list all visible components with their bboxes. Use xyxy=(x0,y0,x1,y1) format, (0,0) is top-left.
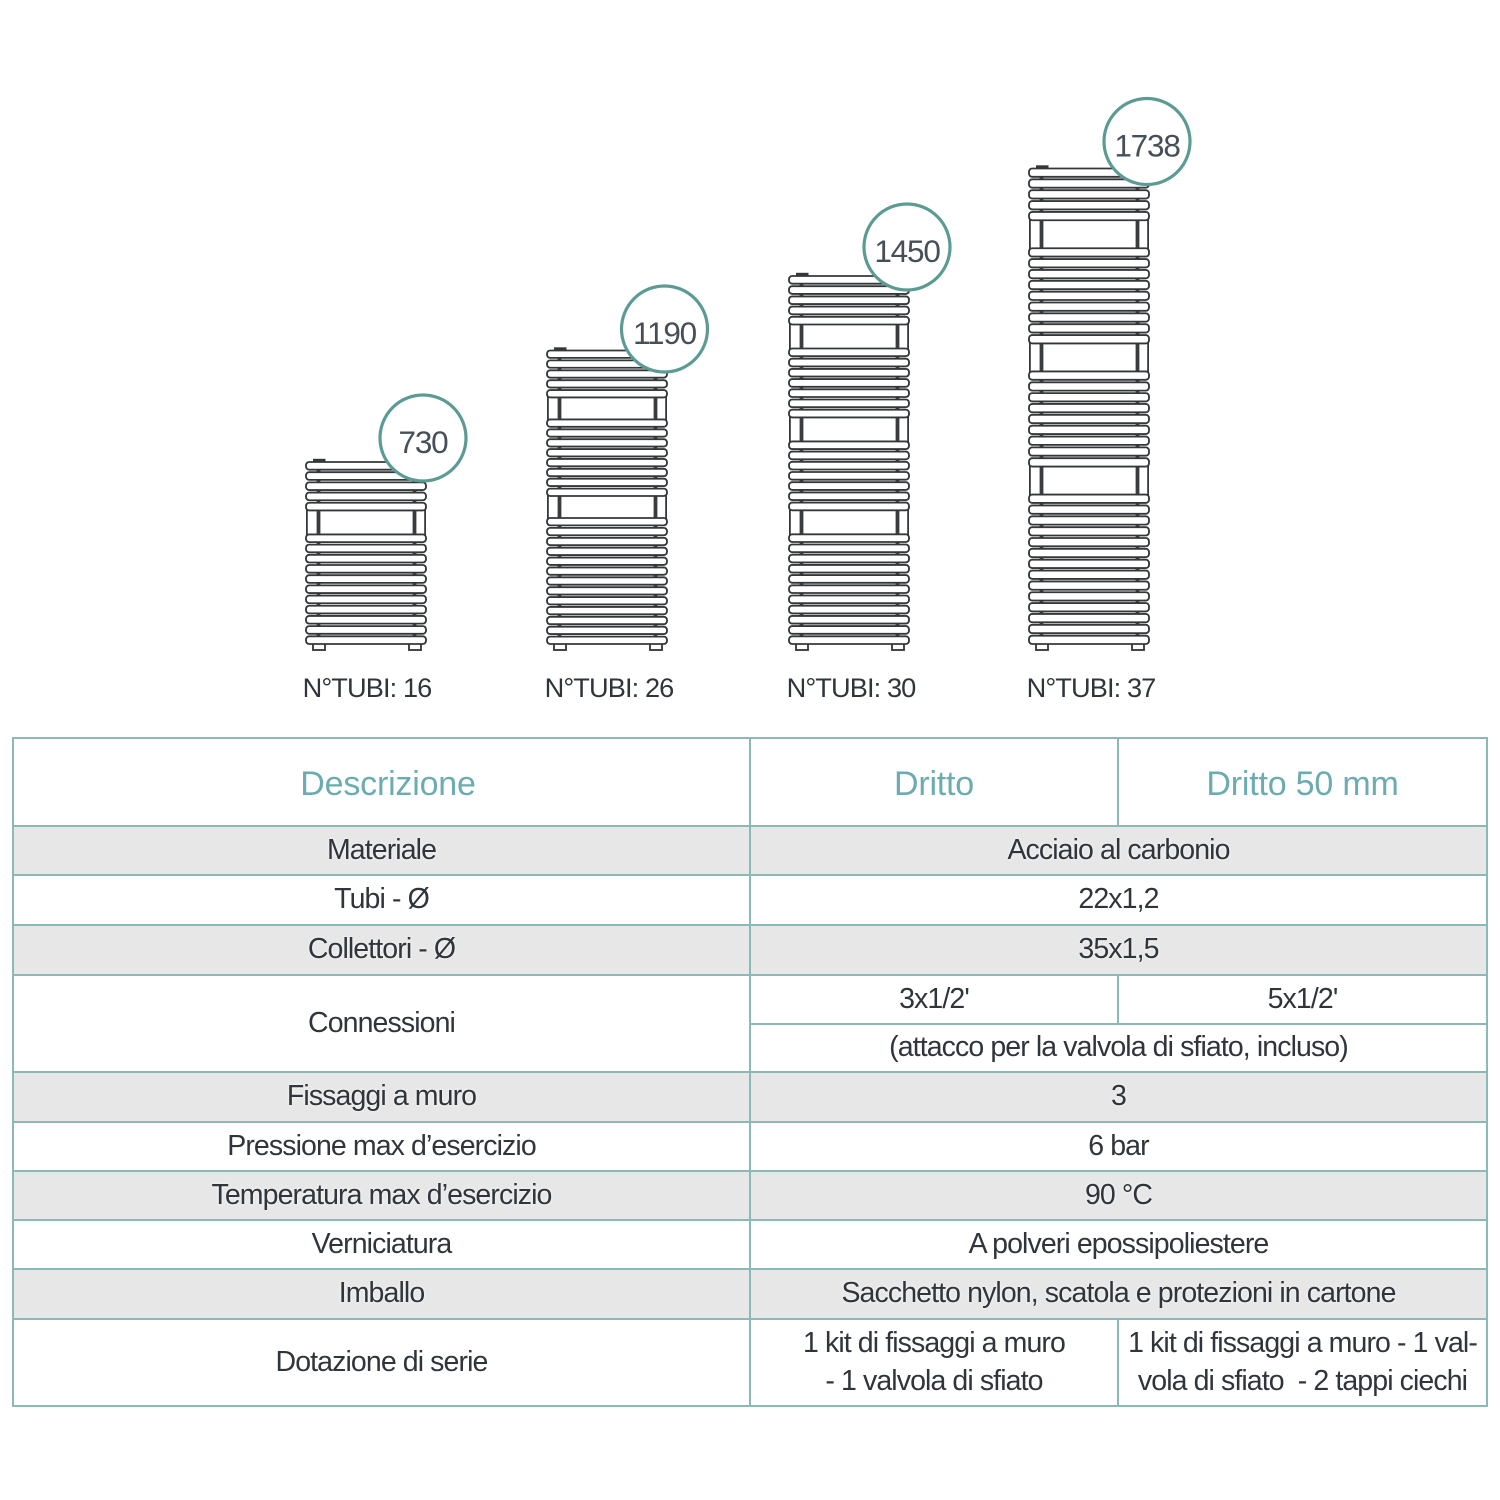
svg-text:1738: 1738 xyxy=(1114,128,1180,164)
svg-text:1450: 1450 xyxy=(874,233,940,269)
svg-text:1190: 1190 xyxy=(633,315,697,351)
svg-text:730: 730 xyxy=(399,424,449,460)
